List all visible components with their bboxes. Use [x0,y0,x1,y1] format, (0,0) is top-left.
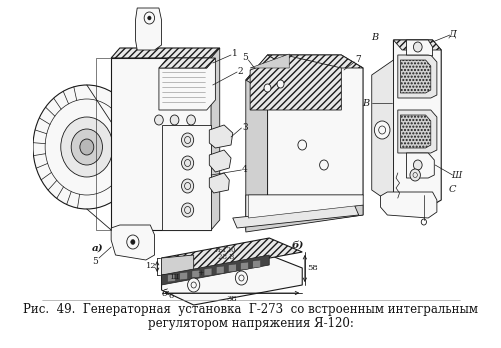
Polygon shape [167,274,175,282]
Text: 3: 3 [241,122,247,132]
Polygon shape [179,272,187,280]
Text: 6: 6 [168,292,173,300]
Polygon shape [232,205,358,228]
Polygon shape [111,48,219,58]
Text: 4: 4 [241,165,247,174]
Polygon shape [228,264,236,272]
Polygon shape [400,115,430,148]
Circle shape [181,203,193,217]
Polygon shape [111,225,154,260]
Circle shape [170,115,178,125]
Polygon shape [397,55,436,98]
Polygon shape [380,192,436,218]
Text: б: б [162,288,168,298]
Polygon shape [400,60,430,93]
Polygon shape [161,255,302,305]
Circle shape [181,156,193,170]
Polygon shape [209,125,232,148]
Circle shape [413,42,421,52]
Text: С: С [448,185,455,195]
Polygon shape [393,40,440,50]
Text: 58: 58 [307,264,318,272]
Circle shape [80,139,94,155]
Polygon shape [135,8,161,50]
Polygon shape [245,55,289,93]
Circle shape [154,115,163,125]
Polygon shape [245,195,362,230]
Polygon shape [267,55,362,205]
Text: В: В [361,98,369,108]
Polygon shape [406,153,433,178]
Circle shape [409,169,419,181]
Polygon shape [216,266,223,274]
Circle shape [277,80,284,88]
Polygon shape [159,58,215,68]
Polygon shape [210,48,219,230]
Polygon shape [209,150,230,172]
Polygon shape [240,262,248,270]
Polygon shape [159,58,215,110]
Text: 12: 12 [145,262,156,270]
Polygon shape [209,173,229,193]
Text: 28 В: 28 В [217,253,233,261]
Text: б): б) [291,240,304,250]
Polygon shape [249,56,341,110]
Polygon shape [245,55,267,220]
Polygon shape [249,54,289,68]
Polygon shape [245,205,362,232]
Polygon shape [248,195,362,218]
Circle shape [187,278,199,292]
Circle shape [130,239,135,245]
Polygon shape [371,60,393,205]
Text: В: В [371,33,378,42]
Text: Ш: Ш [170,273,178,281]
Polygon shape [406,40,432,56]
Circle shape [264,84,271,92]
Polygon shape [393,40,440,205]
Polygon shape [161,125,210,230]
Text: 5: 5 [241,53,247,62]
Text: а): а) [92,244,104,253]
Text: 1: 1 [231,49,237,58]
Text: регулятором напряжения Я-120:: регулятором напряжения Я-120: [148,316,353,330]
Circle shape [71,129,102,165]
Polygon shape [111,58,210,230]
Polygon shape [161,238,302,272]
Text: 5: 5 [92,258,98,267]
Circle shape [181,133,193,147]
Text: Д: Д [448,30,455,39]
Polygon shape [161,255,269,285]
Text: Рис.  49.  Генераторная  установка  Г-273  со встроенным интегральным: Рис. 49. Генераторная установка Г-273 со… [24,303,477,316]
Text: Ш: Ш [450,171,460,180]
Circle shape [181,179,193,193]
Circle shape [33,85,140,209]
Circle shape [186,115,195,125]
Polygon shape [252,260,260,268]
Text: 7: 7 [354,55,360,64]
Polygon shape [161,255,193,275]
Polygon shape [397,110,436,153]
Polygon shape [204,268,211,276]
Circle shape [147,16,151,20]
Circle shape [235,271,247,285]
Circle shape [61,117,113,177]
Circle shape [413,160,421,170]
Text: +: + [197,269,203,277]
Circle shape [374,121,389,139]
Polygon shape [191,270,199,278]
Polygon shape [267,55,362,68]
Text: 2: 2 [237,66,243,76]
Text: Я-120: Я-120 [214,246,236,254]
Text: 38: 38 [226,295,237,303]
